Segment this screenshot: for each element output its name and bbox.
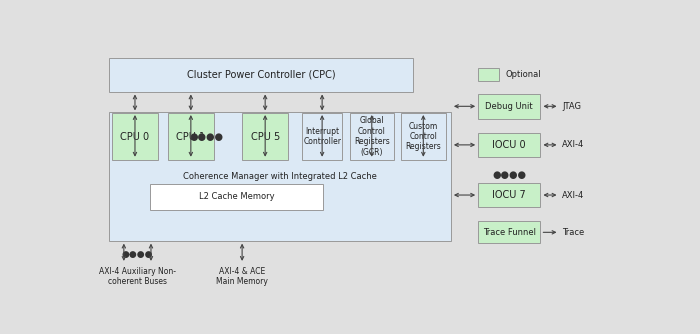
Text: Trace: Trace <box>562 228 584 237</box>
FancyBboxPatch shape <box>109 112 451 241</box>
Text: IOCU 7: IOCU 7 <box>492 190 526 200</box>
Text: Coherence Manager with Integrated L2 Cache: Coherence Manager with Integrated L2 Cac… <box>183 172 377 181</box>
Text: CPU 5: CPU 5 <box>251 132 280 142</box>
FancyBboxPatch shape <box>168 113 214 160</box>
Text: Cluster Power Controller (CPC): Cluster Power Controller (CPC) <box>187 70 335 80</box>
Text: JTAG: JTAG <box>562 102 581 111</box>
Text: AXI-4 Auxiliary Non-
coherent Buses: AXI-4 Auxiliary Non- coherent Buses <box>99 267 176 286</box>
FancyBboxPatch shape <box>401 113 445 160</box>
Text: CPU 1: CPU 1 <box>176 132 205 142</box>
Text: Debug Unit: Debug Unit <box>486 102 533 111</box>
Text: AXI-4 & ACE
Main Memory: AXI-4 & ACE Main Memory <box>216 267 268 286</box>
FancyBboxPatch shape <box>478 133 540 157</box>
FancyBboxPatch shape <box>349 113 394 160</box>
Text: Custom
Control
Registers: Custom Control Registers <box>405 122 441 151</box>
Text: IOCU 0: IOCU 0 <box>493 140 526 150</box>
FancyBboxPatch shape <box>109 58 413 92</box>
Text: Interrupt
Controller: Interrupt Controller <box>303 127 341 146</box>
Text: AXI-4: AXI-4 <box>562 190 584 199</box>
FancyBboxPatch shape <box>242 113 288 160</box>
FancyBboxPatch shape <box>478 68 498 81</box>
FancyBboxPatch shape <box>478 221 540 243</box>
Text: ●●●●: ●●●● <box>122 250 153 259</box>
Text: Global
Control
Registers
(GCR): Global Control Registers (GCR) <box>354 117 390 157</box>
Text: Optional: Optional <box>505 70 541 79</box>
FancyBboxPatch shape <box>112 113 158 160</box>
Text: CPU 0: CPU 0 <box>120 132 150 142</box>
Text: Trace Funnel: Trace Funnel <box>483 228 536 237</box>
FancyBboxPatch shape <box>302 113 342 160</box>
FancyBboxPatch shape <box>478 94 540 119</box>
Text: L2 Cache Memory: L2 Cache Memory <box>199 192 274 201</box>
Text: AXI-4: AXI-4 <box>562 140 584 149</box>
FancyBboxPatch shape <box>150 184 323 210</box>
Text: ●●●●: ●●●● <box>189 132 223 142</box>
FancyBboxPatch shape <box>478 183 540 207</box>
Text: ●●●●: ●●●● <box>492 170 526 180</box>
